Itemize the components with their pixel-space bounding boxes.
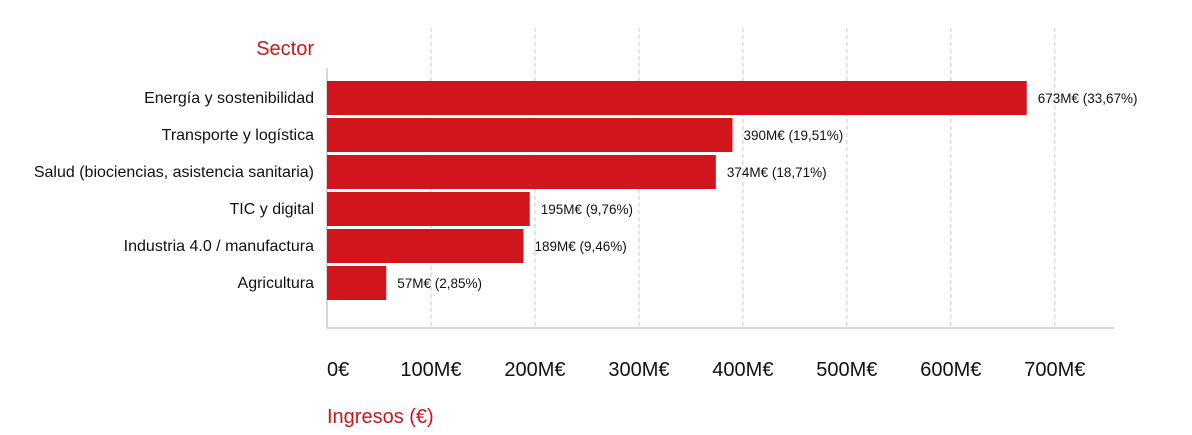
bar <box>327 81 1027 115</box>
x-tick-label: 700M€ <box>1024 359 1085 381</box>
value-label: 374M€ (18,71%) <box>727 165 827 180</box>
x-tick-label: 0€ <box>327 359 349 381</box>
value-label: 673M€ (33,67%) <box>1038 91 1138 106</box>
value-labels: 673M€ (33,67%) 390M€ (19,51%) 374M€ (18,71… <box>397 91 1137 291</box>
x-tick-label: 200M€ <box>504 359 565 381</box>
value-label: 195M€ (9,76%) <box>541 202 633 217</box>
y-axis-title: Sector <box>256 38 314 60</box>
bar <box>327 229 524 263</box>
value-label: 390M€ (19,51%) <box>743 128 843 143</box>
category-label: Industria 4.0 / manufactura <box>124 238 314 255</box>
bars <box>327 81 1027 300</box>
bar <box>327 118 733 152</box>
bar <box>327 155 716 189</box>
x-tick-label: 600M€ <box>920 359 981 381</box>
bar <box>327 192 530 226</box>
category-labels: Energía y sostenibilidad Transporte y log… <box>34 90 314 292</box>
x-tick-label: 500M€ <box>816 359 877 381</box>
bar <box>327 266 387 300</box>
value-label: 189M€ (9,46%) <box>535 239 627 254</box>
x-tick-label: 300M€ <box>608 359 669 381</box>
x-tick-labels: 0€ 100M€ 200M€ 300M€ 400M€ 500M€ 600M€ 700M€ <box>327 359 1085 381</box>
x-tick-label: 100M€ <box>400 359 461 381</box>
category-label: TIC y digital <box>230 201 314 218</box>
x-tick-label: 400M€ <box>712 359 773 381</box>
category-label: Salud (biociencias, asistencia sanitaria… <box>34 164 314 181</box>
category-label: Energía y sostenibilidad <box>144 90 314 107</box>
value-label: 57M€ (2,85%) <box>397 276 482 291</box>
category-label: Agricultura <box>238 275 315 292</box>
x-axis-title: Ingresos (€) <box>327 406 434 428</box>
category-label: Transporte y logística <box>162 127 314 144</box>
